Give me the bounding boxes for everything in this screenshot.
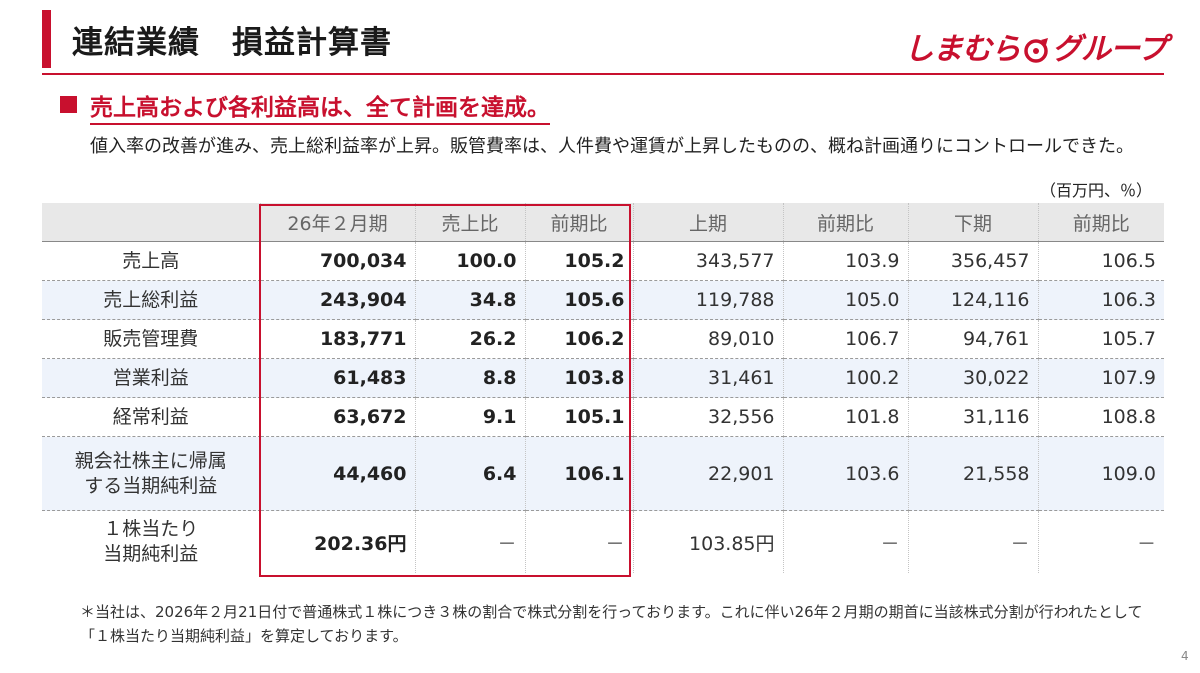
table-cell: 101.8	[783, 397, 909, 437]
table-cell: 61,483	[260, 358, 416, 398]
page-title: 連結業績 損益計算書	[72, 25, 392, 61]
table-cell: 44,460	[260, 436, 416, 511]
table-row: 売上高 700,034 100.0 105.2 343,577 103.9 35…	[42, 241, 1164, 281]
header-yoy: 前期比	[525, 203, 634, 242]
header-second-half: 下期	[908, 203, 1039, 242]
table-cell: －	[1136, 532, 1156, 555]
table-cell: －	[783, 510, 909, 573]
row-label: 売上総利益	[42, 280, 261, 320]
table-cell: 356,457	[908, 241, 1039, 281]
table-cell: 119,788	[633, 280, 784, 320]
table-cell: 106.2	[525, 319, 634, 359]
bullet-square-icon	[60, 96, 77, 113]
company-logo: しまむら グループ	[904, 24, 1167, 68]
table-cell: 6.4	[415, 436, 526, 511]
table-cell: 103.85円	[633, 510, 784, 573]
summary-headline: 売上高および各利益高は、全て計画を達成。	[90, 88, 550, 125]
table-row: 売上総利益 243,904 34.8 105.6 119,788 105.0 1…	[42, 280, 1164, 320]
logo-mark-icon	[1024, 37, 1048, 63]
unit-note: （百万円、％）	[1040, 181, 1153, 200]
table-cell: 105.7	[1038, 319, 1164, 359]
header-fy: 26年２月期	[260, 203, 416, 242]
income-statement-table: 26年２月期 売上比 前期比 上期 前期比 下期 前期比 売上高 700,034…	[42, 203, 1164, 573]
table-header-row: 26年２月期 売上比 前期比 上期 前期比 下期 前期比	[42, 203, 1164, 242]
row-label-line1: １株当たり	[103, 518, 199, 540]
row-label: 経常利益	[42, 397, 261, 437]
title-accent-bar	[42, 10, 51, 68]
row-label-line2: する当期純利益	[84, 474, 218, 497]
table-cell: 89,010	[633, 319, 784, 359]
table-cell: 9.1	[415, 397, 526, 437]
row-label: 営業利益	[42, 358, 261, 398]
table-cell: 243,904	[260, 280, 416, 320]
page-number: 4	[1181, 649, 1189, 663]
table-cell: 32,556	[633, 397, 784, 437]
table-cell: 105.2	[525, 241, 634, 281]
header-sales-ratio: 売上比	[415, 203, 526, 242]
header-second-half-yoy: 前期比	[1038, 203, 1164, 242]
title-divider	[42, 73, 1164, 75]
row-label-line1: 親会社株主に帰属	[74, 449, 227, 472]
logo-text-left: しまむら	[904, 32, 1021, 67]
table-cell: 30,022	[908, 358, 1039, 398]
footnote: ＊当社は、2026年２月21日付で普通株式１株につき３株の割合で株式分割を行って…	[80, 603, 1143, 645]
table-row: 販売管理費 183,771 26.2 106.2 89,010 106.7 94…	[42, 319, 1164, 359]
table-cell: －	[415, 510, 526, 573]
table-cell: 103.9	[783, 241, 909, 281]
table-cell: －	[908, 510, 1039, 573]
logo-text-right: グループ	[1052, 32, 1167, 67]
table-cell: 202.36円	[260, 510, 416, 573]
table-row: 営業利益 61,483 8.8 103.8 31,461 100.2 30,02…	[42, 358, 1164, 398]
table-cell: 105.0	[783, 280, 909, 320]
table-cell: 106.7	[783, 319, 909, 359]
table-cell: 8.8	[415, 358, 526, 398]
row-label: 売上高	[42, 241, 261, 281]
summary-description: 値入率の改善が進み、売上総利益率が上昇。販管費率は、人件費や運賃が上昇したものの…	[90, 136, 1134, 157]
table-cell: 106.5	[1038, 241, 1164, 281]
row-label: 親会社株主に帰属 する当期純利益	[42, 436, 261, 511]
header-first-half-yoy: 前期比	[783, 203, 909, 242]
row-label: 販売管理費	[42, 319, 261, 359]
table-row: 経常利益 63,672 9.1 105.1 32,556 101.8 31,11…	[42, 397, 1164, 437]
table-cell: 108.8	[1038, 397, 1164, 437]
table-cell: 105.1	[525, 397, 634, 437]
row-label-line2: 当期純利益	[103, 543, 199, 565]
table-cell: 105.6	[525, 280, 634, 320]
header-first-half: 上期	[633, 203, 784, 242]
table-cell: 94,761	[908, 319, 1039, 359]
table-cell: 183,771	[260, 319, 416, 359]
table-cell: 21,558	[908, 436, 1039, 511]
table-cell: 100.2	[783, 358, 909, 398]
table-cell: 106.3	[1038, 280, 1164, 320]
table-cell: 22,901	[633, 436, 784, 511]
table-cell: 100.0	[415, 241, 526, 281]
table-cell: 106.1	[525, 436, 634, 511]
table-cell: 31,116	[908, 397, 1039, 437]
header-blank	[42, 203, 261, 242]
table-row: 親会社株主に帰属 する当期純利益 44,460 6.4 106.1 22,901 …	[42, 436, 1164, 511]
table-cell: 103.8	[525, 358, 634, 398]
table-cell: 26.2	[415, 319, 526, 359]
table-cell: 700,034	[260, 241, 416, 281]
table-cell: 34.8	[415, 280, 526, 320]
table-cell: 109.0	[1038, 436, 1164, 511]
table-cell: 124,116	[908, 280, 1039, 320]
row-label: １株当たり当期純利益	[42, 510, 261, 573]
table-cell: －	[525, 510, 634, 573]
table-cell: 343,577	[633, 241, 784, 281]
table-cell: 63,672	[260, 397, 416, 437]
table-cell: 31,461	[633, 358, 784, 398]
table-cell: 107.9	[1038, 358, 1164, 398]
table-row: １株当たり当期純利益 202.36円 － － 103.85円 － － －	[42, 510, 1164, 573]
table-cell: 103.6	[783, 436, 909, 511]
